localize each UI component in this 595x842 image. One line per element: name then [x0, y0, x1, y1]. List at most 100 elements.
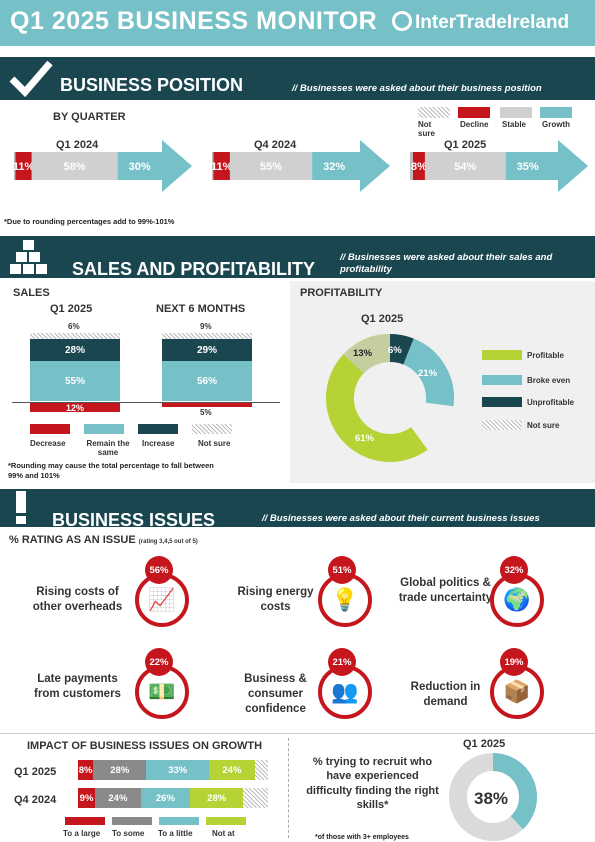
impact-legend-notatall: Not at — [212, 829, 235, 838]
arrow-label: 11% — [13, 161, 35, 173]
business-position-bar — [0, 57, 595, 100]
sales-label: SALES — [13, 287, 50, 299]
legend-label-growth: Growth — [542, 120, 570, 129]
legend-label-stable: Stable — [502, 120, 527, 129]
arrow-segment — [212, 152, 214, 180]
quarter-label: Q1 2025 — [444, 139, 487, 151]
q1-same-bar: 55% — [30, 361, 120, 401]
next6-notsure-bar — [162, 333, 252, 339]
issue-percent-badge: 51% — [328, 556, 356, 584]
issue-text: Late payments from customers — [34, 673, 121, 700]
profit-legend-notsure: Not sure — [527, 421, 560, 430]
next6-increase-value: 29% — [196, 344, 217, 356]
impact-vertical-divider — [288, 738, 289, 838]
profit-legend-notsure-swatch — [482, 420, 522, 430]
next6-decrease-label: 5% — [200, 408, 212, 417]
impact-row: 8% 28% 33% 24% — [78, 760, 268, 780]
next6-same-value: 56% — [196, 375, 217, 387]
legend-label-decline: Decline — [460, 120, 489, 129]
arrow-segment — [410, 152, 413, 180]
impact-row: 9% 24% 26% 28% — [78, 788, 268, 808]
q1-increase-bar: 28% — [30, 339, 120, 361]
arrow-segment — [213, 152, 230, 180]
legend-swatch-growth — [540, 107, 572, 118]
impact-legend-large-swatch — [65, 817, 105, 825]
profitability-quarter: Q1 2025 — [361, 313, 404, 325]
impact-title: IMPACT OF BUSINESS ISSUES ON GROWTH — [27, 740, 263, 752]
exclamation-icon — [16, 491, 26, 513]
q1-notsure-bar — [30, 333, 120, 339]
sales-legend-decrease: Decrease — [30, 439, 66, 448]
sales-profit-subtitle: // Businesses were asked about their sal… — [340, 252, 553, 276]
issue-text: Global politics & trade uncertainty — [398, 577, 493, 604]
arrow-segment — [31, 152, 118, 180]
impact-segment: 26% — [140, 788, 191, 808]
recruit-value: 38% — [474, 789, 509, 808]
next6-notsure-label: 9% — [200, 322, 212, 331]
business-issues-bar — [0, 489, 595, 527]
issue-text: Reduction in demand — [410, 681, 481, 708]
rounding-note: *Due to rounding percentages add to 99%-… — [4, 217, 175, 226]
recruit-text: % trying to recruit who have experienced… — [306, 756, 439, 811]
brand-logo: InterTradeIreland — [392, 11, 569, 34]
sales-col-q1: Q1 2025 — [50, 303, 93, 315]
impact-segment — [254, 760, 268, 780]
arrow-label: 11% — [211, 161, 233, 173]
impact-segment: 24% — [209, 760, 255, 780]
next6-same-bar: 56% — [162, 361, 252, 401]
issue-text: Business & consumer confidence — [244, 673, 307, 715]
exclamation-dot — [16, 516, 26, 524]
impact-legend-notatall-swatch — [206, 817, 246, 825]
issue-percent-badge: 32% — [500, 556, 528, 584]
issue-text: Rising energy costs — [237, 586, 314, 613]
arrow-segment — [229, 152, 313, 180]
profit-legend-profitable-swatch — [482, 350, 522, 360]
impact-legend-little-swatch — [159, 817, 199, 825]
impact-bars: 8% 28% 33% 24% 9% 24% 26% 28% — [78, 760, 268, 810]
donut-label-notsure: 13% — [353, 348, 373, 359]
business-issues-subtitle: // Businesses were asked about their cur… — [262, 513, 540, 524]
arrow-segment — [312, 140, 390, 192]
recruit-note: *of those with 3+ employees — [315, 834, 409, 841]
issue-text: Rising costs of other overheads — [32, 586, 123, 613]
recruit-donut-value — [449, 753, 537, 841]
donut-label-unprofitable: 6% — [388, 345, 402, 356]
quarter-label: Q1 2024 — [56, 139, 99, 151]
arrow-label: 30% — [129, 161, 151, 173]
impact-segment: 33% — [146, 760, 210, 780]
checkmark-icon — [9, 60, 53, 97]
sales-legend-same: Remain the same — [86, 439, 130, 457]
sales-axis — [12, 402, 280, 403]
rating-label: % RATING AS AN ISSUE (rating 3,4,5 out o… — [9, 534, 198, 546]
business-position-subtitle: // Businesses were asked about their bus… — [292, 83, 542, 94]
impact-segment: 28% — [190, 788, 244, 808]
arrow-segment — [412, 152, 425, 180]
sales-legend-notsure-swatch — [192, 424, 232, 434]
arrow-segment — [505, 140, 588, 192]
sales-legend-same-swatch — [84, 424, 124, 434]
issue-percent-badge: 21% — [328, 648, 356, 676]
donut-label-profitable: 61% — [355, 433, 375, 444]
sales-note: *Rounding may cause the total percentage… — [8, 461, 214, 480]
logo-icon — [392, 11, 412, 31]
arrow-segment — [424, 152, 506, 180]
impact-legend-some-swatch — [112, 817, 152, 825]
chart-up-icon: 📈 — [135, 573, 189, 627]
logo-text: InterTradeIreland — [415, 12, 570, 33]
impact-row-label: Q4 2024 — [14, 794, 57, 806]
sales-col-next6: NEXT 6 MONTHS — [156, 303, 246, 315]
boxes-stack-icon — [10, 240, 47, 274]
arrow-label: 55% — [260, 161, 282, 173]
position-arrows: 11% 58% 30% 11% 55% 32% 8% 54% 35% — [13, 140, 588, 192]
profitability-donut — [326, 334, 454, 462]
sales-legend-increase: Increase — [142, 439, 175, 448]
arrow-label: 58% — [64, 161, 86, 173]
q1-increase-value: 28% — [64, 344, 85, 356]
sales-legend-notsure: Not sure — [198, 439, 231, 448]
recruit-quarter: Q1 2025 — [463, 738, 506, 750]
profit-legend-brokeeven-swatch — [482, 375, 522, 385]
q1-decrease-bar: 12% — [30, 403, 120, 413]
impact-legend-large: To a large — [63, 829, 101, 838]
page-title: Q1 2025 BUSINESS MONITOR — [10, 7, 378, 35]
profit-legend-unprofitable-swatch — [482, 397, 522, 407]
